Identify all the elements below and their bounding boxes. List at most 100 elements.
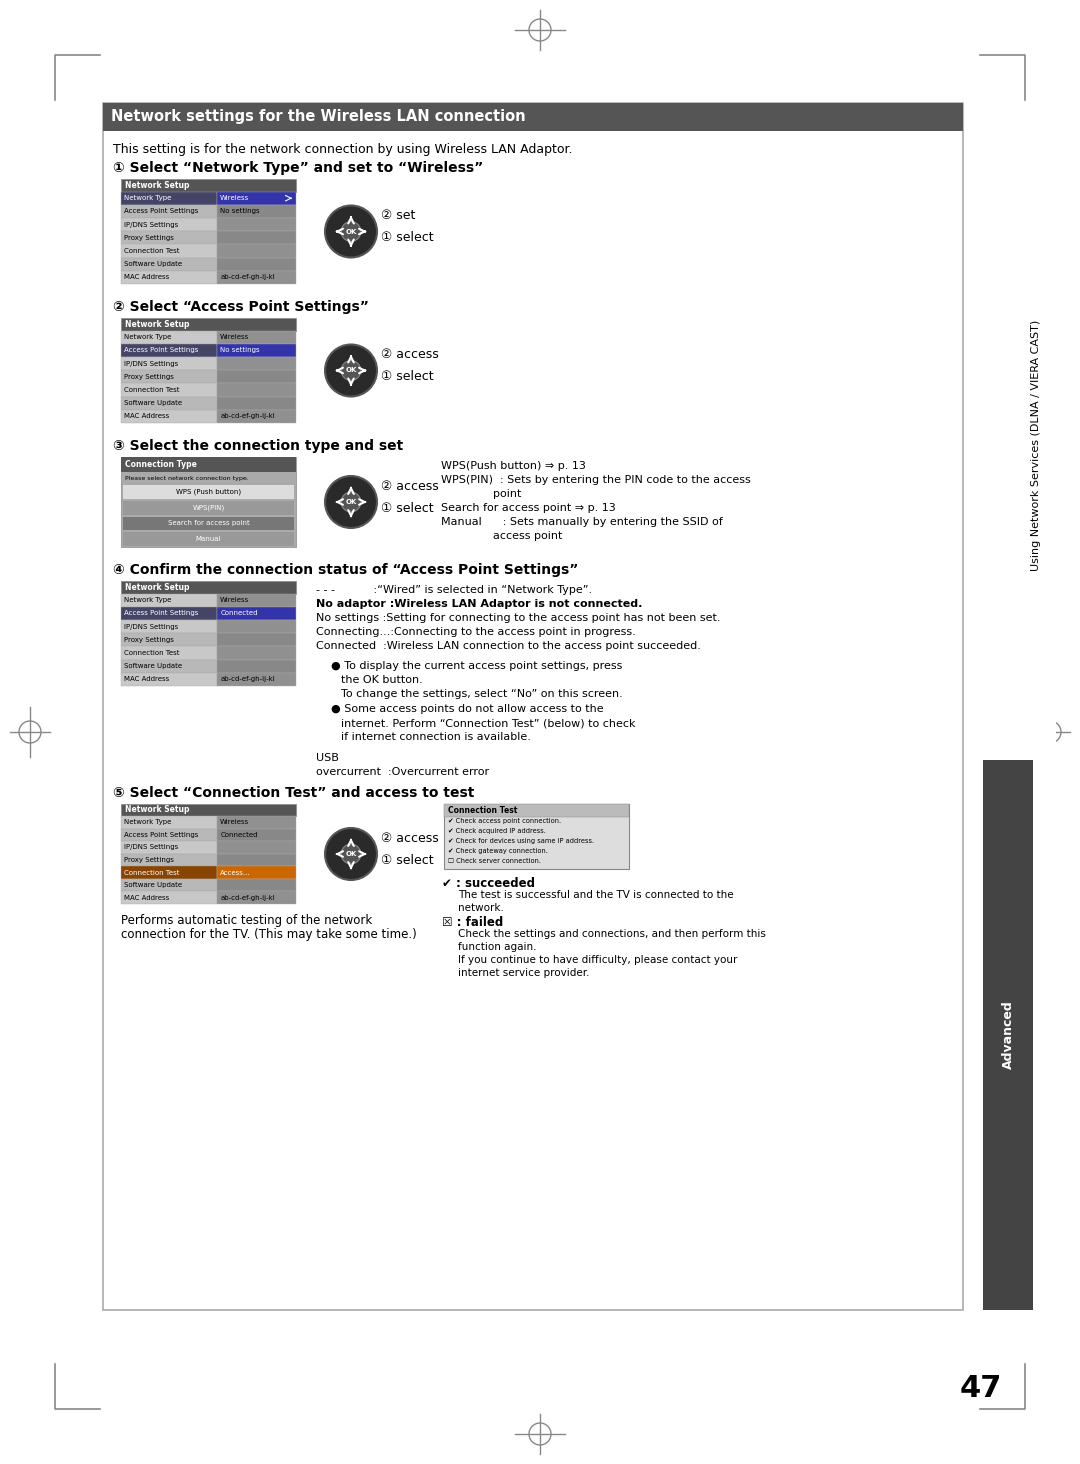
Text: Connection Test: Connection Test bbox=[448, 807, 517, 815]
Text: ab-cd-ef-gh-ij-kl: ab-cd-ef-gh-ij-kl bbox=[220, 676, 275, 682]
Text: Network Type: Network Type bbox=[124, 334, 172, 340]
Text: ① Select “Network Type” and set to “Wireless”: ① Select “Network Type” and set to “Wire… bbox=[113, 161, 483, 176]
Text: ① select: ① select bbox=[381, 502, 434, 514]
Text: Access Point Settings: Access Point Settings bbox=[124, 610, 199, 616]
Bar bbox=[217, 370, 296, 384]
Bar bbox=[217, 673, 296, 687]
Text: Advanced: Advanced bbox=[1001, 1000, 1014, 1069]
Text: This setting is for the network connection by using Wireless LAN Adaptor.: This setting is for the network connecti… bbox=[113, 143, 572, 157]
Text: Access...: Access... bbox=[220, 870, 251, 875]
Bar bbox=[217, 634, 296, 647]
Bar bbox=[983, 760, 1032, 1310]
Bar bbox=[217, 344, 296, 357]
Text: ① select: ① select bbox=[381, 854, 434, 867]
Text: - - -           :“Wired” is selected in “Network Type”.: - - - :“Wired” is selected in “Network T… bbox=[316, 586, 592, 594]
Bar bbox=[217, 244, 296, 258]
Text: ✔ Check for devices using same IP address.: ✔ Check for devices using same IP addres… bbox=[448, 837, 594, 845]
Text: MAC Address: MAC Address bbox=[124, 676, 170, 682]
Bar bbox=[121, 878, 217, 892]
Text: internet service provider.: internet service provider. bbox=[458, 968, 590, 978]
Text: Wireless: Wireless bbox=[220, 195, 249, 201]
Bar bbox=[121, 231, 217, 244]
Text: Performs automatic testing of the network: Performs automatic testing of the networ… bbox=[121, 914, 373, 927]
Circle shape bbox=[325, 829, 377, 880]
Circle shape bbox=[341, 845, 361, 864]
Text: Software Update: Software Update bbox=[124, 400, 183, 406]
Text: To change the settings, select “No” on this screen.: To change the settings, select “No” on t… bbox=[341, 688, 623, 698]
Text: ✔ Check access point connection.: ✔ Check access point connection. bbox=[448, 818, 562, 824]
Text: Software Update: Software Update bbox=[124, 261, 183, 268]
Circle shape bbox=[341, 221, 361, 242]
Text: MAC Address: MAC Address bbox=[124, 274, 170, 281]
Circle shape bbox=[341, 360, 361, 381]
Bar bbox=[217, 878, 296, 892]
Bar bbox=[121, 804, 296, 815]
Bar bbox=[121, 457, 296, 473]
Text: Manual: Manual bbox=[195, 536, 221, 542]
Bar bbox=[217, 231, 296, 244]
Bar bbox=[217, 867, 296, 878]
Circle shape bbox=[341, 492, 361, 512]
Bar bbox=[121, 410, 217, 423]
Text: ☐ Check server connection.: ☐ Check server connection. bbox=[448, 858, 541, 864]
Bar bbox=[217, 815, 296, 829]
Text: Proxy Settings: Proxy Settings bbox=[124, 234, 174, 240]
Text: Network settings for the Wireless LAN connection: Network settings for the Wireless LAN co… bbox=[111, 110, 526, 124]
Text: Wireless: Wireless bbox=[220, 597, 249, 603]
Text: No settings: No settings bbox=[220, 208, 260, 214]
Text: point: point bbox=[492, 489, 522, 499]
Text: ② access: ② access bbox=[381, 832, 438, 845]
Text: Connected  :Wireless LAN connection to the access point succeeded.: Connected :Wireless LAN connection to th… bbox=[316, 641, 701, 651]
Text: Check the settings and connections, and then perform this: Check the settings and connections, and … bbox=[458, 930, 766, 938]
Text: Please select network connection type.: Please select network connection type. bbox=[125, 476, 248, 480]
Text: ab-cd-ef-gh-ij-kl: ab-cd-ef-gh-ij-kl bbox=[220, 274, 275, 281]
Text: If you continue to have difficulty, please contact your: If you continue to have difficulty, plea… bbox=[458, 955, 738, 965]
Bar bbox=[217, 619, 296, 634]
Text: MAC Address: MAC Address bbox=[124, 413, 170, 419]
Circle shape bbox=[325, 476, 377, 529]
Bar bbox=[217, 192, 296, 205]
Text: WPS(Push button) ⇒ p. 13: WPS(Push button) ⇒ p. 13 bbox=[441, 461, 585, 471]
Bar bbox=[217, 854, 296, 867]
Bar bbox=[121, 192, 217, 205]
Bar bbox=[121, 842, 217, 854]
Bar bbox=[121, 397, 217, 410]
Text: overcurrent  :Overcurrent error: overcurrent :Overcurrent error bbox=[316, 767, 489, 777]
Text: ⑤ Select “Connection Test” and access to test: ⑤ Select “Connection Test” and access to… bbox=[113, 786, 474, 799]
Bar bbox=[217, 397, 296, 410]
Bar bbox=[123, 533, 294, 546]
Text: ③ Select the connection type and set: ③ Select the connection type and set bbox=[113, 439, 403, 452]
Text: Connection Test: Connection Test bbox=[124, 650, 179, 656]
Bar bbox=[121, 829, 217, 842]
Text: Proxy Settings: Proxy Settings bbox=[124, 373, 174, 379]
Bar bbox=[121, 357, 217, 370]
Bar bbox=[123, 485, 294, 499]
Text: Network Setup: Network Setup bbox=[125, 805, 189, 814]
Text: Connection Type: Connection Type bbox=[125, 460, 197, 468]
Bar bbox=[217, 218, 296, 231]
Text: WPS (Push button): WPS (Push button) bbox=[176, 489, 241, 495]
Bar bbox=[121, 634, 217, 647]
Text: Connecting...:Connecting to the access point in progress.: Connecting...:Connecting to the access p… bbox=[316, 627, 636, 637]
Text: Connection Test: Connection Test bbox=[124, 247, 179, 253]
Bar bbox=[121, 344, 217, 357]
Bar bbox=[123, 517, 294, 530]
Bar bbox=[217, 842, 296, 854]
Text: Wireless: Wireless bbox=[220, 820, 249, 826]
Text: Network Type: Network Type bbox=[124, 195, 172, 201]
Text: WPS(PIN)  : Sets by entering the PIN code to the access: WPS(PIN) : Sets by entering the PIN code… bbox=[441, 474, 751, 485]
Text: IP/DNS Settings: IP/DNS Settings bbox=[124, 624, 178, 630]
Text: ② Select “Access Point Settings”: ② Select “Access Point Settings” bbox=[113, 300, 369, 313]
Text: Network Type: Network Type bbox=[124, 820, 172, 826]
Bar bbox=[121, 331, 217, 344]
Bar bbox=[217, 593, 296, 606]
Bar bbox=[121, 218, 217, 231]
Text: if internet connection is available.: if internet connection is available. bbox=[341, 732, 531, 742]
Text: Connected: Connected bbox=[220, 832, 258, 837]
Bar bbox=[121, 581, 296, 593]
Bar bbox=[444, 804, 629, 870]
Bar bbox=[1016, 130, 1056, 760]
Text: network.: network. bbox=[458, 903, 504, 914]
Bar bbox=[121, 673, 217, 687]
Text: function again.: function again. bbox=[458, 941, 537, 952]
